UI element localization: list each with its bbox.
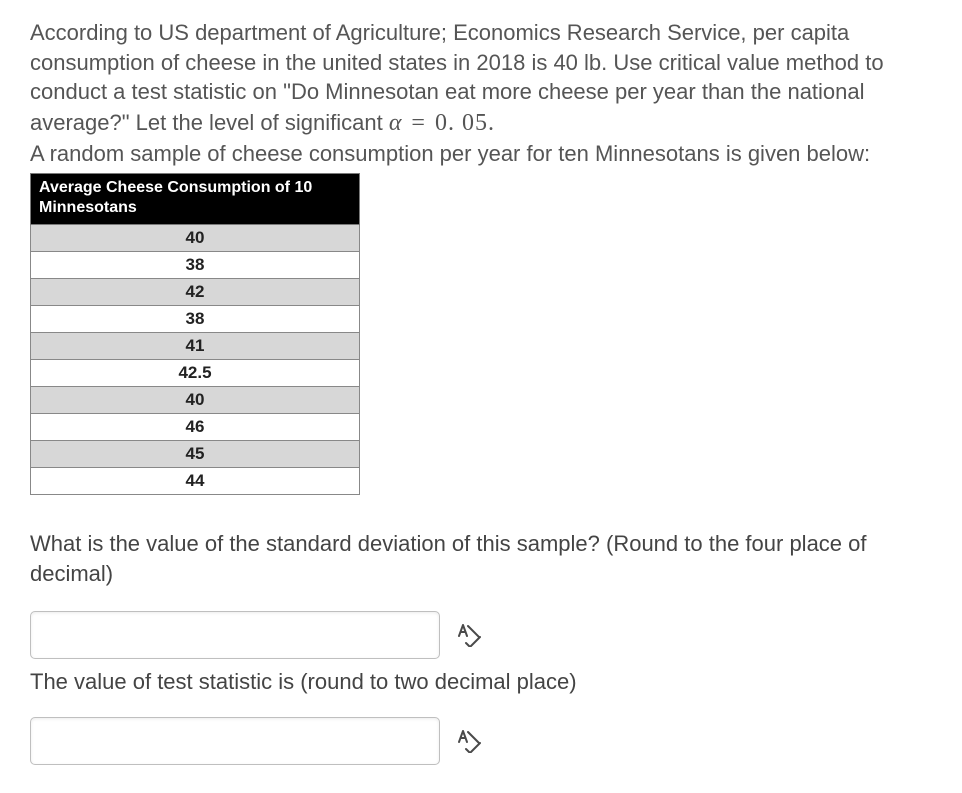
table-cell: 42 [31, 279, 360, 306]
table-cell: 40 [31, 225, 360, 252]
table-row: 46 [31, 414, 360, 441]
answer-input-2[interactable] [30, 717, 440, 765]
spellcheck-icon[interactable] [456, 729, 482, 753]
question-1: What is the value of the standard deviat… [30, 529, 932, 588]
table-cell: 38 [31, 252, 360, 279]
q2-text: The value of test statistic is (round to… [30, 669, 577, 694]
alpha-var: α [389, 110, 402, 136]
data-table: Average Cheese Consumption of 10 Minneso… [30, 173, 360, 495]
table-cell: 40 [31, 387, 360, 414]
alpha-val: 0. 05. [435, 110, 495, 136]
table-row: 42.5 [31, 360, 360, 387]
table-row: 41 [31, 333, 360, 360]
table-cell: 41 [31, 333, 360, 360]
table-row: 38 [31, 306, 360, 333]
answer-row-2 [30, 717, 932, 765]
problem-statement: According to US department of Agricultur… [30, 18, 932, 169]
problem-part2: A random sample of cheese consumption pe… [30, 141, 870, 166]
alpha-eq: = [407, 110, 429, 136]
table-header: Average Cheese Consumption of 10 Minneso… [31, 174, 360, 225]
answer-input-1[interactable] [30, 611, 440, 659]
table-cell: 45 [31, 441, 360, 468]
table-cell: 44 [31, 468, 360, 495]
spellcheck-icon[interactable] [456, 623, 482, 647]
table-cell: 38 [31, 306, 360, 333]
table-row: 40 [31, 225, 360, 252]
table-row: 40 [31, 387, 360, 414]
table-row: 42 [31, 279, 360, 306]
q1-text: What is the value of the standard deviat… [30, 531, 867, 586]
table-row: 44 [31, 468, 360, 495]
alpha-expression: α = 0. 05. [389, 110, 495, 136]
table-cell: 46 [31, 414, 360, 441]
answer-row-1 [30, 611, 932, 659]
table-cell: 42.5 [31, 360, 360, 387]
table-row: 45 [31, 441, 360, 468]
table-row: 38 [31, 252, 360, 279]
question-2: The value of test statistic is (round to… [30, 669, 932, 695]
